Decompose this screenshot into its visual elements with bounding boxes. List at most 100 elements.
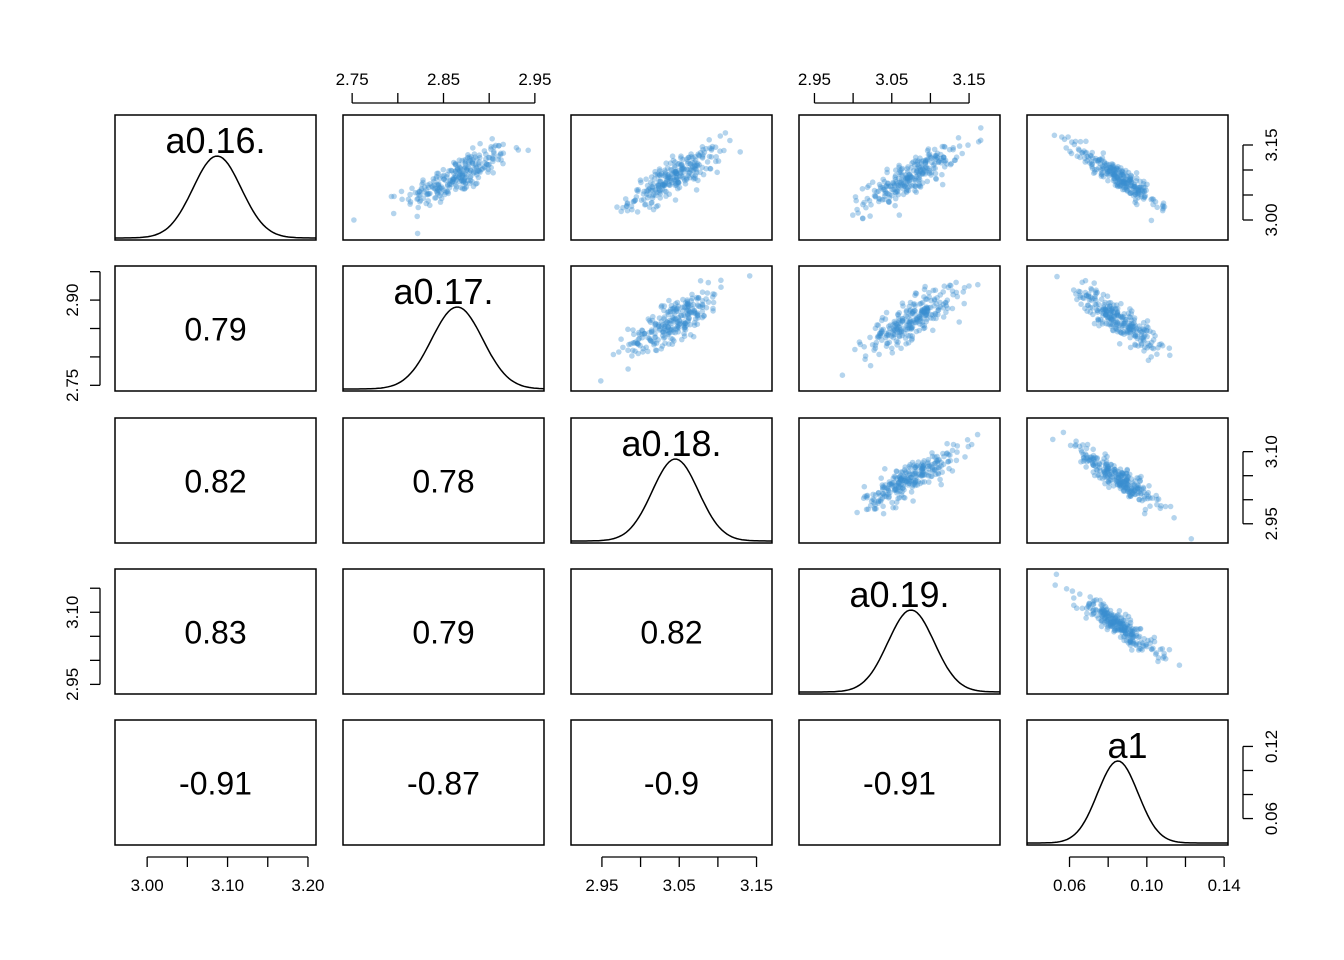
scatter-point — [916, 183, 922, 189]
scatter-point — [1140, 196, 1147, 202]
scatter-point — [1131, 315, 1138, 321]
scatter-point — [1096, 305, 1102, 312]
scatter-point — [456, 174, 462, 181]
scatter-point — [894, 321, 900, 328]
scatter-point — [1110, 302, 1117, 308]
scatter-point — [1130, 626, 1136, 632]
scatter-point — [892, 485, 898, 492]
scatter-point — [664, 327, 671, 334]
scatter-point — [908, 478, 915, 485]
scatter-point — [660, 328, 666, 335]
scatter-point — [885, 495, 892, 501]
scatter-point — [676, 320, 683, 327]
scatter-point — [904, 174, 910, 180]
scatter-point — [860, 215, 866, 221]
scatter-point — [919, 472, 925, 479]
scatter-point — [675, 323, 681, 329]
scatter-point — [894, 329, 901, 335]
scatter-point — [1063, 586, 1070, 592]
scatter-point — [496, 142, 502, 149]
scatter-point — [439, 173, 445, 179]
scatter-point — [647, 319, 654, 326]
scatter-point — [669, 167, 675, 173]
scatter-point — [1129, 647, 1135, 653]
scatter-point — [1123, 183, 1130, 190]
scatter-point — [437, 199, 444, 205]
correlation-label: 0.78 — [412, 464, 474, 500]
scatter-point — [1162, 503, 1169, 510]
scatter-point — [1083, 452, 1090, 459]
scatter-point — [892, 327, 898, 333]
scatter-point — [460, 178, 467, 184]
scatter-point — [905, 187, 912, 194]
scatter-point — [1117, 477, 1124, 484]
scatter-point — [912, 308, 918, 314]
tick-label: 2.90 — [63, 284, 82, 317]
scatter-panel — [1051, 132, 1168, 224]
scatter-point — [1075, 146, 1082, 152]
scatter-point — [895, 315, 902, 322]
scatter-point — [1108, 462, 1114, 468]
scatter-point — [882, 334, 889, 341]
scatter-point — [933, 457, 940, 464]
scatter-point — [902, 475, 909, 482]
scatter-point — [1117, 471, 1123, 478]
scatter-point — [1111, 477, 1118, 484]
scatter-point — [1112, 319, 1119, 326]
scatter-point — [921, 309, 928, 316]
scatter-point — [923, 305, 929, 311]
scatter-point — [1100, 291, 1107, 298]
scatter-point — [897, 169, 904, 176]
scatter-point — [441, 187, 448, 194]
scatter-point — [1124, 483, 1131, 490]
scatter-point — [700, 171, 707, 178]
panel-frame — [570, 265, 773, 392]
scatter-point — [932, 155, 938, 161]
scatter-point — [710, 291, 716, 297]
scatter-point — [1103, 311, 1109, 317]
scatter-point — [892, 189, 898, 195]
scatter-point — [657, 187, 663, 194]
scatter-panel — [1052, 571, 1183, 668]
scatter-point — [1104, 466, 1111, 473]
scatter-point — [452, 173, 459, 179]
scatter-point — [658, 346, 665, 352]
scatter-point — [452, 168, 459, 174]
scatter-point — [1147, 342, 1154, 349]
scatter-point — [1121, 320, 1127, 327]
scatter-point — [673, 168, 679, 175]
scatter-point — [933, 176, 939, 182]
scatter-point — [658, 170, 665, 177]
scatter-point — [1120, 180, 1127, 186]
scatter-point — [467, 177, 474, 184]
scatter-point — [721, 147, 727, 154]
scatter-point — [457, 165, 464, 171]
scatter-point — [470, 145, 476, 151]
scatter-point — [685, 317, 692, 323]
scatter-point — [1138, 184, 1144, 190]
scatter-point — [924, 305, 931, 312]
scatter-panel — [1050, 429, 1195, 542]
scatter-point — [916, 313, 923, 320]
scatter-point — [652, 187, 659, 194]
scatter-point — [884, 166, 890, 173]
scatter-point — [1089, 165, 1096, 172]
scatter-point — [886, 198, 892, 205]
scatter-point — [1067, 148, 1073, 155]
scatter-point — [1166, 345, 1173, 352]
scatter-point — [1108, 310, 1114, 316]
scatter-point — [453, 184, 460, 190]
scatter-point — [1120, 620, 1126, 627]
scatter-point — [1114, 312, 1120, 318]
scatter-point — [1136, 184, 1143, 190]
scatter-point — [924, 307, 930, 313]
scatter-point — [1110, 168, 1117, 174]
scatter-point — [875, 489, 882, 496]
scatter-point — [893, 325, 900, 332]
scatter-point — [898, 177, 905, 183]
tick-label: 2.85 — [427, 70, 460, 89]
scatter-point — [908, 489, 915, 495]
scatter-point — [1117, 478, 1123, 484]
scatter-point — [660, 329, 666, 335]
scatter-point — [659, 343, 666, 349]
